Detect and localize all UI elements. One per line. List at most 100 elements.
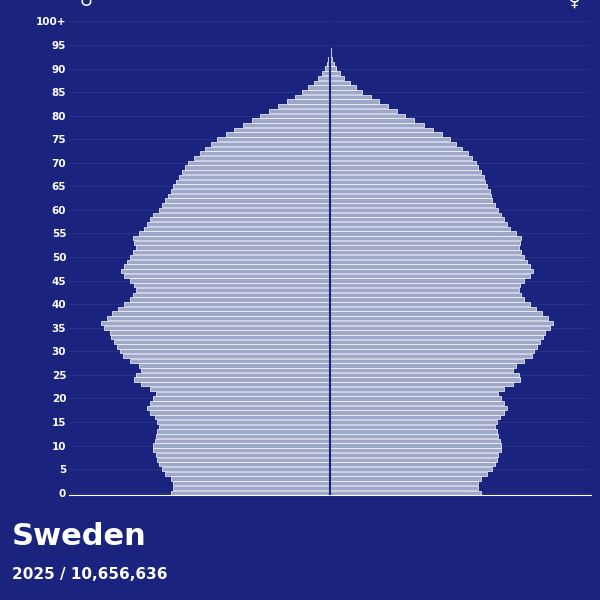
Bar bbox=[127, 260, 330, 264]
Bar bbox=[330, 100, 379, 104]
Bar bbox=[330, 212, 501, 217]
Bar bbox=[329, 52, 330, 56]
Bar bbox=[330, 222, 507, 226]
Bar bbox=[170, 476, 330, 481]
Bar bbox=[325, 67, 330, 71]
Bar bbox=[235, 128, 330, 132]
Bar bbox=[330, 377, 520, 382]
Bar bbox=[252, 118, 330, 122]
Bar bbox=[329, 47, 330, 52]
Bar bbox=[153, 212, 330, 217]
Bar bbox=[330, 349, 535, 353]
Bar bbox=[173, 184, 330, 188]
Bar bbox=[170, 491, 330, 495]
Bar bbox=[330, 458, 497, 462]
Bar bbox=[121, 269, 330, 273]
Bar bbox=[104, 326, 330, 330]
Bar bbox=[167, 194, 330, 198]
Bar bbox=[136, 245, 330, 250]
Text: ♀: ♀ bbox=[568, 0, 581, 10]
Bar bbox=[133, 250, 330, 254]
Bar bbox=[330, 67, 336, 71]
Bar bbox=[134, 283, 330, 287]
Bar bbox=[260, 113, 330, 118]
Bar bbox=[330, 443, 501, 448]
Bar bbox=[330, 316, 548, 320]
Bar bbox=[330, 293, 521, 297]
Bar bbox=[322, 71, 330, 76]
Bar bbox=[101, 321, 330, 325]
Bar bbox=[330, 354, 532, 358]
Bar bbox=[124, 302, 330, 306]
Bar bbox=[330, 311, 542, 316]
Bar bbox=[287, 100, 330, 104]
Bar bbox=[330, 184, 487, 188]
Bar bbox=[159, 425, 330, 429]
Bar bbox=[148, 222, 330, 226]
Bar bbox=[330, 137, 451, 142]
Bar bbox=[130, 359, 330, 363]
Bar bbox=[330, 118, 414, 122]
Bar bbox=[330, 476, 481, 481]
Bar bbox=[188, 161, 330, 165]
Bar bbox=[330, 439, 500, 443]
Bar bbox=[150, 387, 330, 391]
Bar bbox=[330, 85, 356, 89]
Bar bbox=[314, 80, 330, 85]
Bar bbox=[330, 387, 504, 391]
Bar bbox=[155, 439, 330, 443]
Text: Sweden: Sweden bbox=[12, 522, 147, 551]
Bar bbox=[278, 104, 330, 109]
Bar bbox=[330, 269, 533, 273]
Bar bbox=[217, 137, 330, 142]
Bar bbox=[330, 179, 485, 184]
Bar bbox=[330, 298, 524, 302]
Bar bbox=[157, 420, 330, 424]
Bar bbox=[153, 448, 330, 452]
Bar bbox=[330, 340, 540, 344]
Bar bbox=[330, 368, 513, 372]
Bar bbox=[330, 462, 496, 466]
Bar bbox=[330, 71, 340, 76]
Bar bbox=[330, 434, 498, 438]
Bar bbox=[330, 142, 456, 146]
Bar bbox=[164, 472, 330, 476]
Bar bbox=[159, 462, 330, 466]
Bar bbox=[330, 151, 468, 155]
Bar bbox=[139, 363, 330, 368]
Bar bbox=[330, 199, 493, 203]
Bar bbox=[330, 274, 530, 278]
Bar bbox=[330, 113, 406, 118]
Bar bbox=[130, 278, 330, 283]
Bar bbox=[330, 363, 515, 368]
Bar bbox=[153, 443, 330, 448]
Bar bbox=[145, 227, 330, 231]
Bar bbox=[330, 396, 501, 401]
Bar bbox=[330, 467, 493, 471]
Bar bbox=[330, 307, 536, 311]
Bar bbox=[330, 321, 553, 325]
Bar bbox=[156, 392, 330, 396]
Bar bbox=[330, 133, 442, 137]
Bar bbox=[136, 373, 330, 377]
Bar bbox=[330, 203, 496, 208]
Bar bbox=[330, 283, 520, 287]
Bar bbox=[308, 85, 330, 89]
Bar bbox=[330, 217, 504, 221]
Bar bbox=[173, 481, 330, 485]
Bar bbox=[327, 62, 330, 66]
Bar bbox=[330, 128, 433, 132]
Bar bbox=[179, 175, 330, 179]
Bar bbox=[107, 316, 330, 320]
Bar bbox=[330, 208, 498, 212]
Bar bbox=[211, 142, 330, 146]
Bar bbox=[176, 179, 330, 184]
Bar bbox=[111, 335, 330, 339]
Bar bbox=[330, 161, 476, 165]
Bar bbox=[330, 331, 545, 335]
Bar bbox=[330, 453, 498, 457]
Bar bbox=[114, 340, 330, 344]
Bar bbox=[330, 109, 397, 113]
Bar bbox=[199, 151, 330, 155]
Bar bbox=[120, 349, 330, 353]
